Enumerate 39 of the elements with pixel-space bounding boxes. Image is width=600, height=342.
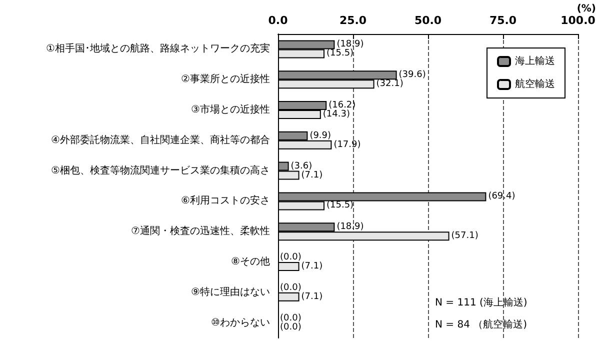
x-tick-label: 50.0 bbox=[414, 14, 442, 27]
data-label: (7.1) bbox=[301, 292, 323, 302]
legend-label: 航空輸送 bbox=[515, 78, 555, 90]
data-label: (3.6) bbox=[290, 161, 312, 172]
data-label: (0.0) bbox=[280, 252, 302, 262]
x-axis-title: (%) bbox=[576, 4, 596, 14]
data-label: (16.2) bbox=[328, 100, 356, 110]
y-tick-label: ②事業所との近接性 bbox=[181, 73, 270, 86]
data-label: (69.4) bbox=[488, 192, 516, 202]
data-label: (57.1) bbox=[451, 231, 478, 242]
x-tick-label: 25.0 bbox=[339, 14, 367, 27]
data-label: (15.5) bbox=[326, 48, 354, 59]
x-tick-label: 75.0 bbox=[489, 14, 517, 27]
y-tick-label: ③市場との近接性 bbox=[191, 104, 270, 116]
y-tick-label: ⑧その他 bbox=[231, 256, 270, 268]
data-label: (17.9) bbox=[334, 140, 361, 150]
y-tick-label: ④外部委託物流業、自社関連企業、商社等の都合 bbox=[51, 134, 270, 146]
data-label: (0.0) bbox=[280, 282, 302, 293]
data-label: (39.6) bbox=[398, 70, 426, 80]
y-tick-label: ⑩わからない bbox=[211, 317, 270, 328]
y-tick-label: ⑦通関・検査の迅速性、柔軟性 bbox=[131, 225, 270, 238]
y-tick-label: ⑨特に理由はない bbox=[191, 286, 270, 298]
y-tick-label: ⑤梱包、検査等物流関連サービス業の集積の高さ bbox=[51, 164, 270, 176]
y-tick-label: ①相手国･地域との航路、路線ネットワークの充実 bbox=[46, 42, 270, 55]
legend-label: 海上輸送 bbox=[515, 55, 555, 67]
data-label: (0.0) bbox=[280, 313, 302, 324]
data-label: (0.0) bbox=[280, 322, 302, 332]
data-label: (7.1) bbox=[301, 262, 323, 272]
data-label: (18.9) bbox=[336, 40, 364, 50]
x-tick-label: 0.0 bbox=[268, 14, 288, 27]
data-label: (15.5) bbox=[326, 200, 354, 211]
data-label: (14.3) bbox=[322, 110, 350, 120]
annotation: N = 111 (海上輸送) bbox=[435, 296, 528, 308]
data-label: (32.1) bbox=[376, 79, 404, 90]
data-label: (7.1) bbox=[301, 170, 323, 180]
y-tick-label: ⑥利用コストの安さ bbox=[181, 194, 270, 207]
x-tick-label: 100.0 bbox=[560, 14, 596, 27]
data-label: (18.9) bbox=[336, 222, 364, 232]
data-label: (9.9) bbox=[310, 130, 332, 141]
